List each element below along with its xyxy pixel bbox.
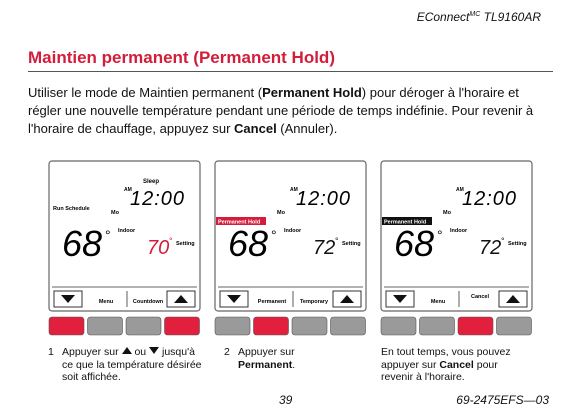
indoor-temp: 68 [62,223,102,264]
setting-label: Setting [176,241,195,247]
left-key-label: Menu [431,299,445,305]
page-number: 39 [279,393,293,407]
hard-button [419,316,455,336]
hard-button [253,316,289,336]
header: EConnectMC TL9160AR [417,10,541,24]
set-temp: 72 [313,237,335,259]
text: jusqu'à ce que la température désirée so… [62,346,202,383]
text: pour revenir à l'horaire. [381,358,498,384]
up-arrow [174,295,188,303]
indoor-temp: 68 [228,223,268,264]
hard-button [330,316,366,336]
hard-button [291,316,328,336]
text: ou [134,346,147,358]
sleep-label: Sleep [143,179,159,185]
set-degree: ° [501,236,505,246]
hard-button [380,316,417,336]
setting-label: Setting [342,241,361,247]
am-label: AM [456,187,464,193]
hard-button [87,316,123,336]
screen-frame [214,160,367,312]
screen-frame [380,160,533,312]
right-key-label: Temporary [300,299,329,305]
bold-text: Cancel [234,121,277,136]
hard-button [214,316,251,336]
indoor-degree: ° [105,227,111,243]
title-rule [28,71,553,72]
text: Appuyer sur [62,346,119,358]
hard-button [164,316,200,336]
bold-text: Permanent [238,358,293,371]
brand: EConnect [416,10,470,24]
text: Utiliser le mode de Maintien permanent ( [28,85,263,100]
step: 1 Appuyer sur ou jusqu'à ce que la tempé… [48,346,208,384]
am-label: AM [290,187,298,193]
section-title: Maintien permanent (Permanent Hold) [28,48,335,67]
text: . [292,358,296,371]
text: ) pour déroger à l'horaire et régler une… [28,85,534,136]
step-number: 2 [224,346,230,358]
model: TL9160AR [483,10,541,24]
down-arrow-icon [149,347,160,354]
am-label: AM [124,187,132,193]
set-degree: ° [169,236,173,246]
hard-button [48,316,85,336]
brand-sup: MC [469,11,481,18]
hard-button [125,316,162,336]
down-arrow [227,295,241,303]
left-key-label: Permanent [258,299,287,305]
indoor-label: Indoor [284,228,302,234]
left-key-label: Menu [99,299,113,305]
clock: 12:00 [296,188,351,210]
hold-badge [216,217,266,225]
day-label: Mo [277,210,286,216]
bold-text: Cancel [439,358,474,371]
indoor-degree: ° [437,227,443,243]
day-label: Mo [111,210,120,216]
day-label: Mo [443,210,452,216]
clock: 12:00 [130,188,185,210]
schedule-label: Run Schedule [53,206,90,212]
indoor-degree: ° [271,227,277,243]
hard-button [496,316,532,336]
set-degree: ° [335,236,339,246]
step: En tout temps, vous pouvez appuyer sur C… [381,346,521,384]
right-key-label: Countdown [133,299,164,305]
up-arrow [506,295,520,303]
setting-label: Setting [508,241,527,247]
up-arrow-icon [121,347,132,354]
hard-button [457,316,494,336]
intro-paragraph: Utiliser le mode de Maintien permanent (… [28,84,543,138]
indoor-label: Indoor [118,228,136,234]
hold-label: Permanent Hold [218,220,260,226]
text: Appuyer sur [238,346,295,358]
up-arrow [340,295,354,303]
step: 2 Appuyer sur Permanent. [224,346,364,371]
set-temp: 72 [479,237,501,259]
bold-text: Permanent Hold [262,85,362,100]
indoor-label: Indoor [450,228,468,234]
down-arrow [61,295,75,303]
indoor-temp: 68 [394,223,434,264]
clock: 12:00 [462,188,517,210]
step-text: Appuyer sur Permanent. [238,346,364,371]
step-text: Appuyer sur ou jusqu'à ce que la tempéra… [62,346,208,384]
down-arrow [393,295,407,303]
right-key-label: Cancel [471,294,490,300]
step-number: 1 [48,346,54,358]
hold-badge [382,217,432,225]
document-code: 69-2475EFS—03 [456,393,549,407]
screen-frame [48,160,201,312]
set-temp: 70 [147,237,169,259]
text: En tout temps, vous pouvez appuyer sur [381,346,511,371]
text: (Annuler). [276,121,338,136]
hold-label: Permanent Hold [384,220,426,226]
